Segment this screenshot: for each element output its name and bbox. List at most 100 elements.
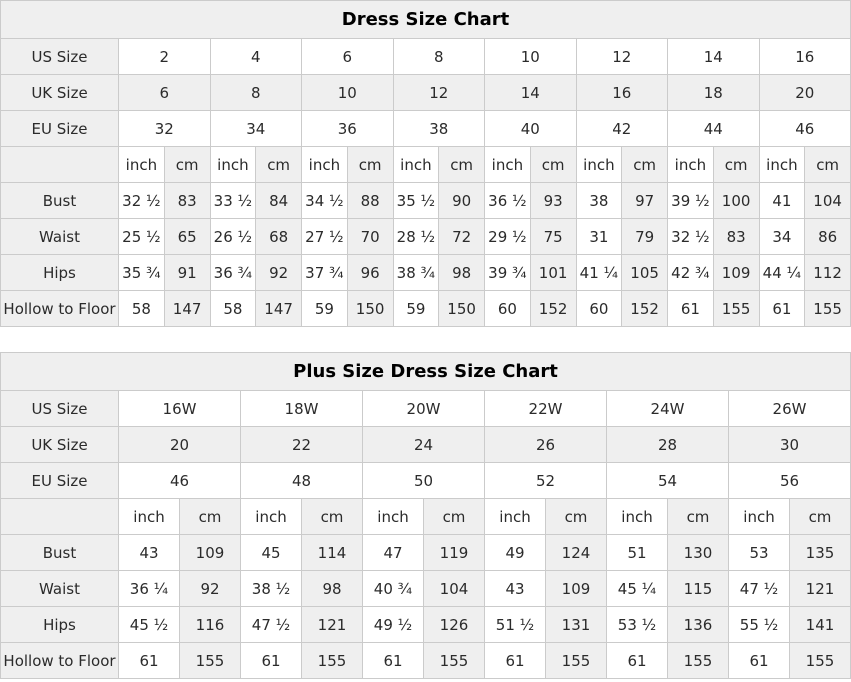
cm-value-cell: 65 xyxy=(163,218,211,255)
row-label: UK Size xyxy=(0,426,119,463)
row-label: Bust xyxy=(0,534,119,571)
inch-value-cell: 38 ¾ xyxy=(392,254,440,291)
cm-value-cell: 136 xyxy=(667,606,729,643)
row-label: EU Size xyxy=(0,462,119,499)
cm-value-cell: 147 xyxy=(163,290,211,327)
size-cell: 16 xyxy=(575,74,668,111)
cm-value-cell: 100 xyxy=(712,182,760,219)
cm-value-cell: 119 xyxy=(423,534,485,571)
cm-value-cell: 150 xyxy=(438,290,485,327)
inch-value-cell: 60 xyxy=(484,290,531,327)
cm-value-cell: 121 xyxy=(301,606,363,643)
inch-value-cell: 34 xyxy=(758,218,806,255)
unit-inch-cell: inch xyxy=(575,146,623,183)
inch-value-cell: 25 ½ xyxy=(118,218,165,255)
size-cell: 26W xyxy=(728,390,851,427)
cm-value-cell: 98 xyxy=(301,570,363,607)
cm-value-cell: 116 xyxy=(179,606,241,643)
size-cell: 28 xyxy=(606,426,729,463)
size-cell: 2 xyxy=(118,38,211,75)
cm-value-cell: 83 xyxy=(163,182,211,219)
row-label: Hips xyxy=(0,254,119,291)
inch-value-cell: 61 xyxy=(484,642,546,679)
inch-value-cell: 36 ¾ xyxy=(209,254,257,291)
unit-inch-cell: inch xyxy=(667,146,714,183)
inch-value-cell: 36 ½ xyxy=(484,182,531,219)
cm-value-cell: 88 xyxy=(346,182,394,219)
size-cell: 16W xyxy=(118,390,241,427)
size-cell: 34 xyxy=(209,110,302,147)
unit-inch-cell: inch xyxy=(392,146,440,183)
inch-value-cell: 61 xyxy=(240,642,302,679)
unit-inch-cell: inch xyxy=(362,498,424,535)
cm-value-cell: 155 xyxy=(545,642,607,679)
cm-value-cell: 155 xyxy=(804,290,851,327)
inch-value-cell: 59 xyxy=(301,290,348,327)
size-cell: 40 xyxy=(484,110,577,147)
row-label: Hips xyxy=(0,606,119,643)
row-label: US Size xyxy=(0,38,119,75)
unit-inch-cell: inch xyxy=(484,498,546,535)
size-cell: 14 xyxy=(484,74,577,111)
cm-value-cell: 105 xyxy=(621,254,668,291)
size-cell: 22W xyxy=(484,390,607,427)
inch-value-cell: 51 ½ xyxy=(484,606,546,643)
inch-value-cell: 38 xyxy=(575,182,623,219)
cm-value-cell: 91 xyxy=(163,254,211,291)
inch-value-cell: 47 ½ xyxy=(728,570,790,607)
size-row: US Size 2 4 6 8 10 12 14 16 xyxy=(0,38,851,75)
table-title: Dress Size Chart xyxy=(0,0,851,39)
row-label: Waist xyxy=(0,218,119,255)
unit-inch-cell: inch xyxy=(606,498,668,535)
cm-value-cell: 72 xyxy=(438,218,485,255)
unit-cm-cell: cm xyxy=(529,146,577,183)
unit-cm-cell: cm xyxy=(789,498,851,535)
unit-inch-cell: inch xyxy=(118,498,180,535)
cm-value-cell: 84 xyxy=(255,182,302,219)
inch-value-cell: 53 xyxy=(728,534,790,571)
cm-value-cell: 130 xyxy=(667,534,729,571)
row-label: Hollow to Floor xyxy=(0,290,119,327)
row-label: Hollow to Floor xyxy=(0,642,119,679)
size-cell: 44 xyxy=(667,110,760,147)
cm-value-cell: 90 xyxy=(438,182,485,219)
inch-value-cell: 47 xyxy=(362,534,424,571)
inch-value-cell: 45 ½ xyxy=(118,606,180,643)
size-cell: 4 xyxy=(209,38,302,75)
row-label: Waist xyxy=(0,570,119,607)
cm-value-cell: 104 xyxy=(804,182,851,219)
cm-value-cell: 114 xyxy=(301,534,363,571)
inch-value-cell: 35 ¾ xyxy=(118,254,165,291)
unit-header-row: inch cm inch cm inch cm inch cm inch cm inch cm xyxy=(0,498,851,535)
size-cell: 48 xyxy=(240,462,363,499)
cm-value-cell: 155 xyxy=(712,290,760,327)
cm-value-cell: 155 xyxy=(789,642,851,679)
dress-size-chart-table: Dress Size Chart US Size 2 4 6 8 10 12 14 16 UK S… xyxy=(0,0,851,327)
inch-value-cell: 49 ½ xyxy=(362,606,424,643)
inch-value-cell: 28 ½ xyxy=(392,218,440,255)
cm-value-cell: 75 xyxy=(529,218,577,255)
cm-value-cell: 93 xyxy=(529,182,577,219)
unit-cm-cell: cm xyxy=(423,498,485,535)
unit-inch-cell: inch xyxy=(484,146,531,183)
size-cell: 52 xyxy=(484,462,607,499)
unit-row-label xyxy=(0,498,119,535)
cm-value-cell: 68 xyxy=(255,218,302,255)
cm-value-cell: 101 xyxy=(529,254,577,291)
size-cell: 36 xyxy=(301,110,394,147)
cm-value-cell: 155 xyxy=(179,642,241,679)
cm-value-cell: 92 xyxy=(255,254,302,291)
inch-value-cell: 31 xyxy=(575,218,623,255)
inch-value-cell: 45 ¼ xyxy=(606,570,668,607)
inch-value-cell: 61 xyxy=(667,290,714,327)
size-row: UK Size 6 8 10 12 14 16 18 20 xyxy=(0,74,851,111)
size-cell: 18W xyxy=(240,390,363,427)
inch-value-cell: 40 ¾ xyxy=(362,570,424,607)
inch-value-cell: 61 xyxy=(758,290,806,327)
measurement-row: Bust 43 109 45 114 47 119 49 124 51 130 53 135 xyxy=(0,534,851,571)
size-cell: 56 xyxy=(728,462,851,499)
measurement-row: Waist 36 ¼ 92 38 ½ 98 40 ¾ 104 43 109 45 ¼ 115 47 ½… xyxy=(0,570,851,607)
unit-cm-cell: cm xyxy=(621,146,668,183)
size-cell: 10 xyxy=(484,38,577,75)
inch-value-cell: 61 xyxy=(728,642,790,679)
